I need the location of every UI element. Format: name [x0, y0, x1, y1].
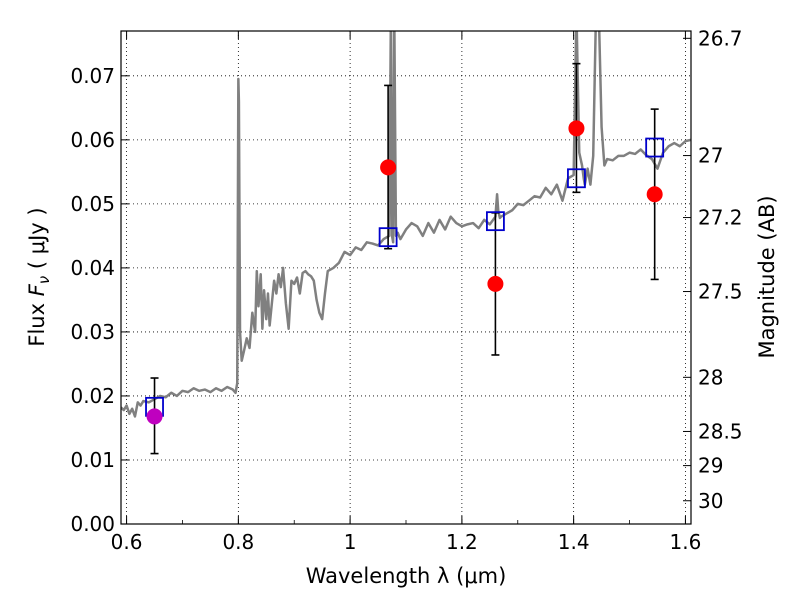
- observed-point: [568, 120, 585, 137]
- x-tick-label: 1.4: [558, 530, 590, 554]
- y2-axis-ticks: 26.7 27 27.2 27.5 28 28.5 29 30: [683, 26, 743, 513]
- x-tick-label: 0.8: [222, 530, 254, 554]
- y-axis-label-f: F: [25, 283, 49, 296]
- model-point: [486, 211, 505, 232]
- model-point: [567, 168, 586, 189]
- y-tick-label: 0.04: [70, 256, 115, 280]
- y-tick-label: 0.05: [70, 192, 115, 216]
- y-tick-label: 0.07: [70, 64, 115, 88]
- y2-tick-label: 28.5: [698, 419, 743, 443]
- x-tick-label: 1: [344, 530, 357, 554]
- x-tick-label: 1.2: [446, 530, 478, 554]
- model-point: [378, 227, 398, 248]
- observed-point: [487, 275, 504, 292]
- y2-tick-label: 27: [698, 144, 723, 168]
- model-spectrum: [121, 31, 691, 418]
- y2-tick-label: 30: [698, 489, 723, 513]
- observed-point: [646, 186, 663, 203]
- y2-tick-label: 27.5: [698, 280, 743, 304]
- x-tick-label: 0.6: [111, 530, 143, 554]
- y2-tick-label: 28: [698, 365, 723, 389]
- y-axis-label-nu: ν: [35, 276, 53, 284]
- observed-point: [146, 408, 163, 425]
- y-tick-label: 0.06: [70, 128, 115, 152]
- grid-lines: [121, 31, 691, 524]
- y-tick-label: 0.00: [70, 512, 115, 536]
- model-photometry-points: [145, 137, 665, 417]
- plot-area: [121, 31, 691, 524]
- observed-photometry-points: [146, 120, 663, 425]
- y2-tick-label: 26.7: [698, 26, 743, 50]
- observed-point: [380, 159, 397, 176]
- y-tick-label: 0.01: [70, 448, 115, 472]
- y2-tick-label: 29: [698, 454, 723, 478]
- y2-tick-label: 27.2: [698, 206, 743, 230]
- spectrum-line: [121, 31, 691, 418]
- x-axis-ticks: 0.6 0.8 1 1.2 1.4 1.6: [111, 31, 702, 554]
- x-axis-label: Wavelength λ (μm): [306, 564, 507, 588]
- y-axis-label-flux: Flux: [25, 296, 49, 346]
- y2-axis-label: Magnitude (AB): [755, 195, 779, 358]
- x-tick-label: 1.6: [670, 530, 702, 554]
- y-tick-label: 0.03: [70, 320, 115, 344]
- y-axis-label: Flux Fν ( μJy ): [25, 207, 53, 346]
- y-axis-ticks: 0.00 0.01 0.02 0.03 0.04 0.05 0.06 0.07: [70, 64, 129, 536]
- y-axis-label-unit: ( μJy ): [25, 207, 49, 275]
- model-point: [645, 137, 665, 158]
- y-tick-label: 0.02: [70, 384, 115, 408]
